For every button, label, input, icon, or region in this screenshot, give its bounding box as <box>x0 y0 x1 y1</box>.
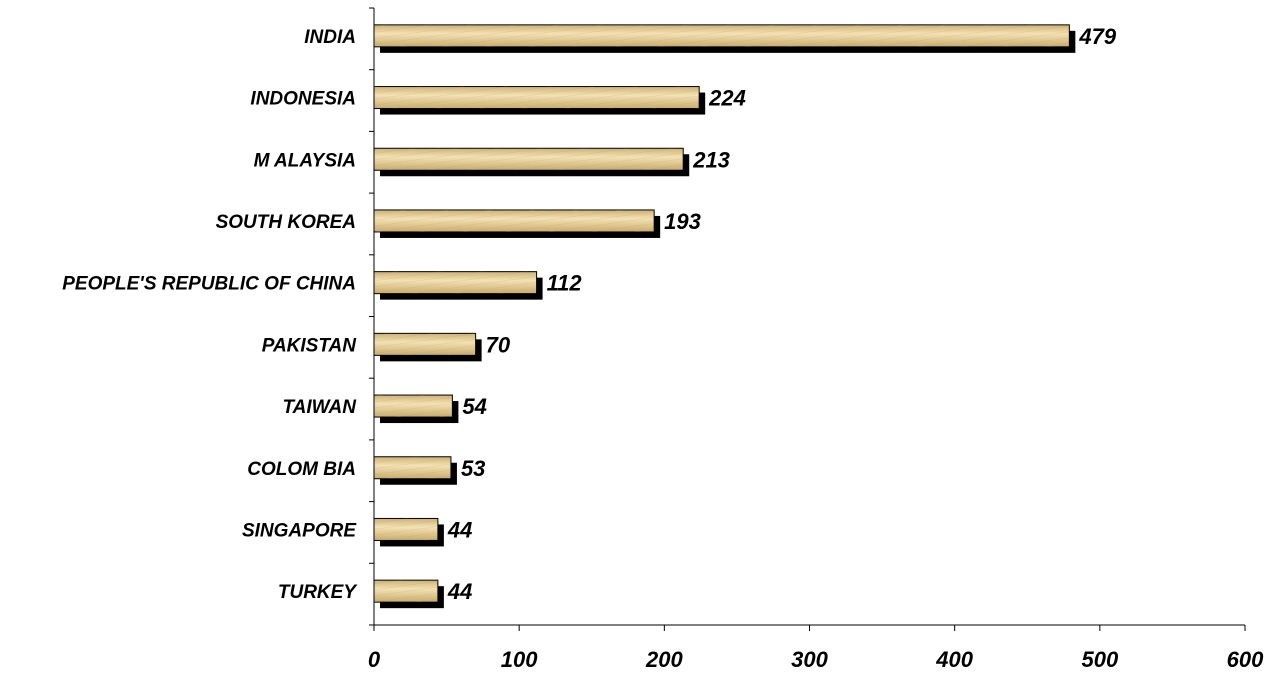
bar-texture <box>374 271 537 294</box>
x-tick-label: 600 <box>1227 647 1264 672</box>
value-label: 53 <box>461 456 485 481</box>
value-label: 213 <box>692 147 730 172</box>
value-label: 44 <box>447 517 472 542</box>
value-label: 193 <box>664 209 701 234</box>
bar-texture <box>374 456 451 479</box>
category-label: SINGAPORE <box>242 520 357 541</box>
x-tick-label: 200 <box>645 647 683 672</box>
category-label: INDIA <box>304 27 356 48</box>
x-tick-label: 300 <box>791 647 828 672</box>
category-label: PEOPLE'S REPUBLIC OF CHINA <box>62 274 356 295</box>
category-label: COLOM BIA <box>247 459 356 480</box>
category-label: M ALAYSIA <box>254 150 356 171</box>
bar-texture <box>374 518 438 541</box>
value-label: 224 <box>708 86 746 111</box>
labels: 0 100 200 300 400 500 600 INDIA 479 INDONESIA 224 M… <box>62 24 1264 672</box>
category-label: TAIWAN <box>282 397 357 418</box>
bar-texture <box>374 209 655 232</box>
value-label: 54 <box>462 394 486 419</box>
bar-texture <box>374 333 476 356</box>
x-tick-label: 500 <box>1081 647 1118 672</box>
value-label: 70 <box>486 332 511 357</box>
bar-texture <box>374 580 438 603</box>
category-label: TURKEY <box>278 582 358 603</box>
value-label: 44 <box>447 579 472 604</box>
bars <box>373 24 1076 609</box>
value-label: 479 <box>1078 24 1116 49</box>
bar-texture <box>374 148 684 171</box>
category-label: SOUTH KOREA <box>216 212 356 233</box>
x-tick-label: 100 <box>501 647 538 672</box>
bar-texture <box>374 86 700 109</box>
bar-texture <box>374 395 453 418</box>
value-label: 112 <box>547 271 583 296</box>
x-tick-label: 400 <box>935 647 973 672</box>
category-label: INDONESIA <box>250 89 356 110</box>
category-label: PAKISTAN <box>262 335 358 356</box>
x-tick-label: 0 <box>368 647 381 672</box>
bar-texture <box>374 24 1070 47</box>
